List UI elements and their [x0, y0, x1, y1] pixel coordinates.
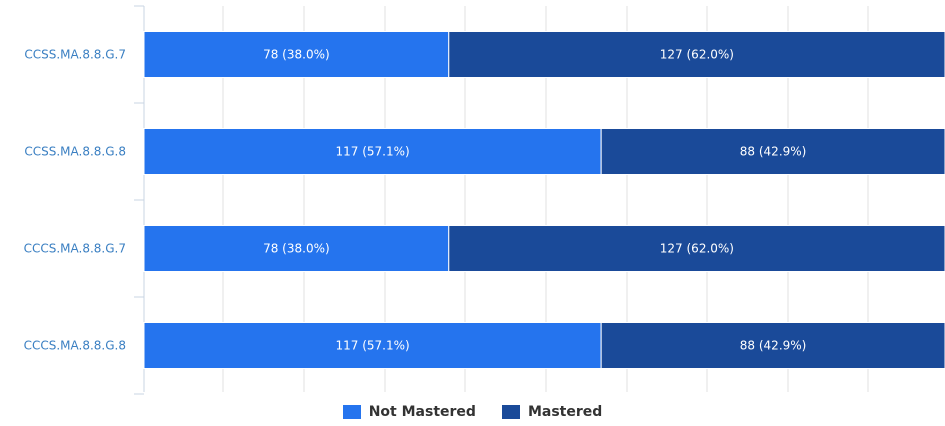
category-label: CCSS.MA.8.8.G.8 — [24, 145, 126, 159]
bar-not-mastered — [143, 128, 602, 175]
data-label: 117 (57.1%) — [335, 145, 409, 159]
data-label: 78 (38.0%) — [263, 242, 330, 256]
chart-legend: Not Mastered Mastered — [0, 404, 945, 420]
category-label: CCCS.MA.8.8.G.7 — [24, 242, 126, 256]
bar-mastered — [600, 322, 945, 369]
bar-not-mastered — [143, 31, 450, 78]
legend-label-not-mastered: Not Mastered — [368, 404, 476, 420]
data-label: 117 (57.1%) — [335, 339, 409, 353]
legend-swatch-mastered — [501, 405, 520, 419]
bar-mastered — [448, 225, 945, 272]
data-label: 88 (42.9%) — [740, 339, 807, 353]
category-labels: CCSS.MA.8.8.G.7 CCSS.MA.8.8.G.8 CCCS.MA.8.… — [24, 48, 126, 353]
data-label: 127 (62.0%) — [660, 242, 734, 256]
legend-label-mastered: Mastered — [527, 404, 603, 420]
data-label: 88 (42.9%) — [740, 145, 807, 159]
legend-swatch-not-mastered — [342, 405, 361, 419]
bar-mastered — [448, 31, 945, 78]
category-label: CCCS.MA.8.8.G.8 — [24, 339, 126, 353]
bar-mastered — [600, 128, 945, 175]
bar-not-mastered — [143, 225, 450, 272]
bar-not-mastered — [143, 322, 602, 369]
legend-item-not-mastered[interactable]: Not Mastered — [342, 404, 476, 420]
chart-bars: 78 (38.0%) 127 (62.0%) 117 (57.1%) 88 (42.9… — [143, 31, 945, 369]
data-label: 127 (62.0%) — [660, 48, 734, 62]
legend-item-mastered[interactable]: Mastered — [501, 404, 603, 420]
data-label: 78 (38.0%) — [263, 48, 330, 62]
category-label: CCSS.MA.8.8.G.7 — [24, 48, 126, 62]
